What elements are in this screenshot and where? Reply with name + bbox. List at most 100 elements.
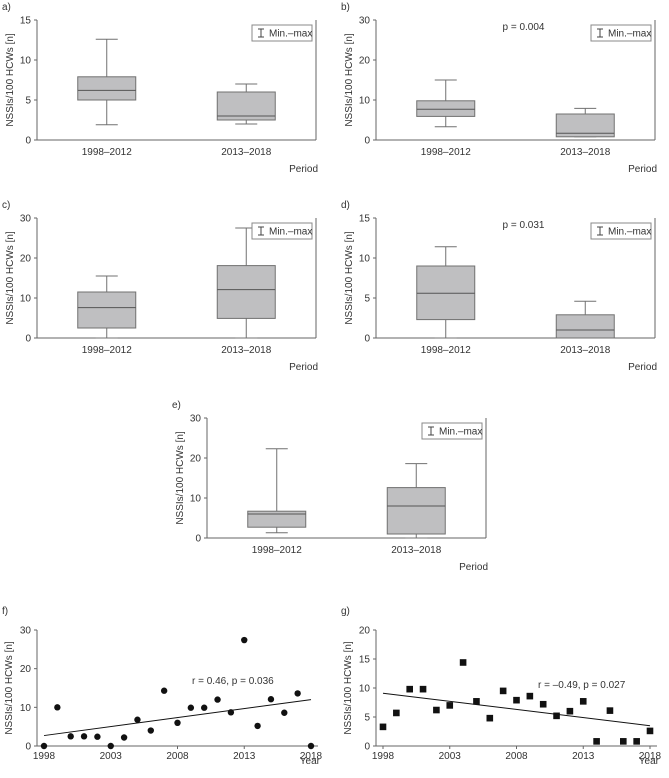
trend-line — [382, 692, 651, 727]
category-label: 1998–2012 — [421, 345, 471, 356]
panel-a: a) 0 5 10 15 NSSIs/100 HCWs [n] Period 1998–201… — [0, 0, 330, 185]
y-tick-label: 5 — [364, 713, 370, 724]
chart-svg-e: e) 0 10 20 30 NSSIs/100 HCWs [n] Period 1998–20… — [172, 400, 488, 573]
y-tick-label: 30 — [20, 626, 32, 637]
y-tick-label: 10 — [359, 254, 371, 265]
y-tick-label: 0 — [364, 334, 370, 345]
data-point — [40, 742, 48, 750]
data-point — [513, 696, 520, 704]
y-axis-label: NSSIs/100 HCWs [n] — [344, 231, 355, 325]
y-tick-label: 0 — [364, 742, 370, 753]
panel-label: d) — [341, 200, 350, 211]
data-point — [459, 659, 467, 666]
correlation-annotation: r = –0.49, p = 0.027 — [538, 680, 626, 691]
y-axis-label: NSSIs/100 HCWs [n] — [5, 231, 16, 325]
box — [416, 100, 476, 117]
panel-label: g) — [341, 606, 350, 617]
box — [247, 510, 307, 528]
data-point — [553, 712, 560, 720]
chart-svg-d: d) 0 5 10 15 NSSIs/100 HCWs [n] Period 1998–201… — [341, 200, 657, 373]
y-tick-label: 0 — [25, 334, 31, 345]
x-axis-label: Period — [628, 362, 657, 373]
x-tick-label: 2003 — [100, 751, 123, 762]
x-axis-label: Period — [459, 562, 488, 573]
category-label: 1998–2012 — [82, 147, 132, 158]
data-point — [593, 738, 600, 745]
y-tick-label: 20 — [20, 664, 32, 675]
data-point — [406, 685, 413, 693]
legend-box — [590, 24, 652, 42]
y-tick-label: 15 — [20, 16, 32, 27]
data-point — [267, 696, 275, 703]
data-point — [633, 738, 640, 745]
data-point — [379, 723, 387, 731]
legend-text: Min.–max — [439, 427, 482, 438]
data-point — [620, 738, 627, 745]
box — [555, 314, 615, 339]
category-label: 2013–2018 — [560, 147, 610, 158]
data-point — [446, 702, 454, 709]
category-label: 2013–2018 — [560, 345, 610, 356]
category-label: 2013–2018 — [221, 147, 271, 158]
chart-svg-c: c) 0 10 20 30 NSSIs/100 HCWs [n] Period 1998–20… — [2, 200, 318, 373]
data-point — [94, 733, 101, 740]
y-tick-label: 30 — [190, 414, 202, 425]
data-point — [254, 722, 261, 730]
chart-svg-f: f) 0 10 20 30 NSSIs/100 HCWs [n] Year 1998 2003 2… — [2, 606, 323, 767]
x-axis-label: Period — [289, 164, 318, 175]
y-tick-label: 20 — [359, 56, 371, 67]
legend-text: Min.–max — [608, 29, 651, 40]
y-tick-label: 10 — [20, 294, 32, 305]
y-tick-label: 10 — [190, 494, 202, 505]
chart-svg-b: b) 0 10 20 30 NSSIs/100 HCWs [n] Period 1998–20… — [341, 2, 657, 175]
p-value-annotation: p = 0.031 — [503, 220, 545, 231]
y-tick-label: 10 — [20, 703, 32, 714]
legend-box — [590, 222, 652, 240]
y-tick-label: 10 — [359, 684, 371, 695]
y-tick-label: 10 — [359, 96, 371, 107]
data-point — [201, 704, 208, 711]
y-tick-label: 0 — [364, 136, 370, 147]
panel-label: f) — [2, 606, 8, 617]
x-tick-label: 1998 — [372, 751, 395, 762]
data-point — [174, 719, 181, 726]
panel-c: c) 0 10 20 30 NSSIs/100 HCWs [n] Period 1998–20… — [0, 198, 330, 383]
x-axis-label: Year — [639, 756, 660, 767]
trend-line — [43, 699, 312, 737]
panel-label: e) — [172, 400, 181, 411]
y-tick-label: 5 — [364, 294, 370, 305]
data-point — [187, 704, 195, 711]
data-point — [393, 709, 400, 717]
data-point — [473, 698, 480, 705]
y-tick-label: 5 — [25, 96, 31, 107]
x-tick-label: 2008 — [166, 751, 189, 762]
y-axis-label: NSSIs/100 HCWs [n] — [4, 641, 15, 735]
panel-label: b) — [341, 2, 350, 13]
box — [216, 265, 276, 319]
x-tick-label: 2013 — [572, 751, 595, 762]
data-point — [54, 704, 61, 711]
box — [77, 291, 137, 329]
panel-label: a) — [2, 2, 11, 13]
category-label: 2013–2018 — [391, 545, 441, 556]
data-point — [120, 734, 128, 741]
data-point — [281, 709, 288, 716]
legend-box — [251, 24, 313, 42]
data-point — [307, 742, 315, 750]
legend-text: Min.–max — [269, 29, 312, 40]
panel-f: f) 0 10 20 30 NSSIs/100 HCWs [n] Year 1998 2003 2… — [0, 596, 330, 778]
x-axis-label: Period — [628, 164, 657, 175]
data-point — [214, 696, 221, 703]
y-tick-label: 30 — [20, 214, 32, 225]
correlation-annotation: r = 0.46, p = 0.036 — [192, 676, 274, 687]
y-axis-label: NSSIs/100 HCWs [n] — [5, 33, 16, 127]
data-point — [433, 706, 440, 714]
data-point — [419, 685, 427, 693]
data-point — [579, 698, 587, 705]
data-point — [147, 727, 154, 734]
x-tick-label: 2003 — [439, 751, 462, 762]
x-tick-label: 1998 — [33, 751, 56, 762]
panel-g: g) 0 5 10 15 20 NSSIs/100 HCWs [n] Year 1998 2003… — [339, 596, 669, 778]
data-point — [134, 716, 141, 723]
legend-text: Min.–max — [269, 227, 312, 238]
